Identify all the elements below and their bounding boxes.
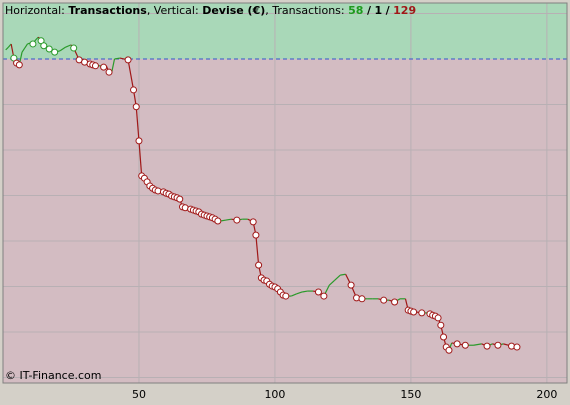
loss-marker: [135, 137, 143, 145]
loss-marker: [176, 195, 184, 203]
loss-marker: [483, 342, 491, 350]
loss-marker: [380, 296, 388, 304]
loss-marker: [434, 314, 442, 322]
loss-marker: [461, 341, 469, 349]
line-segment: [473, 343, 482, 346]
line-segment: [65, 44, 72, 48]
line-segment: [334, 274, 341, 281]
loss-marker: [45, 45, 53, 53]
line-segment: [225, 218, 232, 221]
loss-marker: [494, 341, 502, 349]
line-segment: [220, 219, 227, 222]
x-tick-label: 150: [400, 388, 421, 401]
gain-zone: [3, 3, 567, 59]
line-segment: [111, 58, 116, 73]
loss-marker: [51, 48, 59, 56]
loss-marker: [124, 56, 132, 64]
plot-area: [2, 2, 568, 384]
line-segment: [35, 36, 39, 41]
credit: © IT-Finance.com: [5, 369, 102, 382]
series: [5, 36, 521, 354]
line-segment: [24, 43, 28, 49]
header-text: Horizontal:: [5, 4, 65, 17]
x-tick-label: 50: [132, 388, 146, 401]
loss-marker: [391, 298, 399, 306]
loss-marker: [320, 292, 328, 300]
line-segment: [296, 291, 303, 295]
loss-marker: [314, 288, 322, 296]
loss-marker: [437, 321, 445, 329]
loss-marker: [214, 217, 222, 225]
even-count: 1: [374, 4, 382, 17]
loss-marker: [282, 292, 290, 300]
loss-marker: [252, 231, 260, 239]
loss-marker: [410, 308, 418, 316]
line-segment: [59, 46, 66, 52]
loss-marker: [440, 333, 448, 341]
loss-marker: [100, 63, 108, 71]
losses-count: 129: [393, 4, 416, 17]
wins-count: 58: [348, 4, 363, 17]
separator: /: [367, 4, 372, 17]
separator: /: [386, 4, 391, 17]
loss-marker: [358, 295, 366, 303]
loss-zone: [3, 58, 567, 384]
loss-marker: [91, 62, 99, 70]
plot-frame: [2, 2, 568, 384]
line-segment: [138, 140, 143, 176]
loss-marker: [445, 346, 453, 354]
line-segment: [21, 47, 26, 53]
line-segment: [5, 46, 9, 51]
line-segment: [340, 273, 346, 276]
loss-marker: [130, 86, 138, 94]
loss-marker: [347, 281, 355, 289]
header: Horizontal: Transactions, Vertical: Devi…: [5, 4, 416, 17]
line-segment: [127, 59, 135, 91]
x-label: Transactions: [68, 4, 147, 17]
line-segment: [291, 293, 297, 297]
loss-marker: [249, 218, 257, 226]
y-label: Devise (€): [202, 4, 265, 17]
loss-marker: [418, 309, 426, 317]
loss-marker: [40, 42, 48, 50]
header-text: , Vertical:: [147, 4, 199, 17]
line-segment: [328, 279, 336, 286]
loss-marker: [15, 61, 23, 69]
loss-marker: [132, 103, 140, 111]
loss-marker: [255, 261, 263, 269]
loss-marker: [70, 44, 78, 52]
loss-marker: [29, 40, 37, 48]
line-segment: [135, 106, 140, 141]
loss-marker: [453, 340, 461, 348]
x-tick-label: 100: [264, 388, 285, 401]
x-tick-label: 200: [536, 388, 557, 401]
line-segment: [302, 290, 308, 293]
loss-marker: [513, 343, 521, 351]
line-segment: [114, 57, 121, 60]
header-text: , Transactions:: [265, 4, 344, 17]
line-segment: [255, 235, 260, 266]
loss-marker: [233, 216, 241, 224]
loss-marker: [105, 68, 113, 76]
